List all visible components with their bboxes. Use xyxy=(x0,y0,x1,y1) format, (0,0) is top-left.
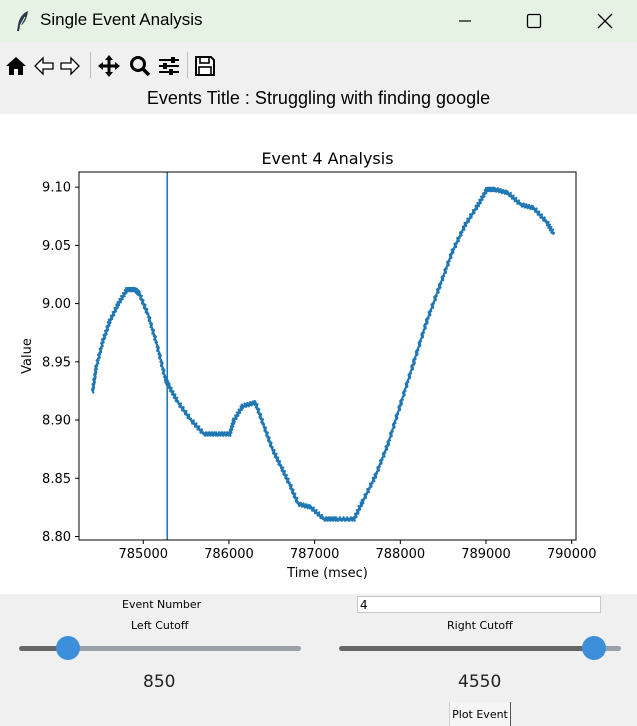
event-number-label: Event Number xyxy=(122,598,202,611)
zoom-icon[interactable] xyxy=(128,54,152,78)
figure-canvas[interactable]: Event 4 Analysis 785000 786000 787000 788000… xyxy=(0,114,637,594)
x-axis-label: Time (msec) xyxy=(286,566,368,581)
forward-arrow-icon[interactable] xyxy=(58,54,82,78)
y-tick-label: 8.80 xyxy=(42,530,71,545)
chart-title: Event 4 Analysis xyxy=(261,149,393,168)
close-button[interactable] xyxy=(582,0,628,42)
series-line xyxy=(90,186,555,522)
minimize-icon xyxy=(459,20,471,22)
x-tick-label: 789000 xyxy=(461,547,511,562)
feather-icon xyxy=(17,11,28,31)
left-cutoff-slider-track[interactable] xyxy=(68,646,301,651)
y-tick-label: 8.95 xyxy=(42,355,71,370)
window-title: Single Event Analysis xyxy=(40,10,203,29)
close-icon xyxy=(597,13,613,29)
toolbar-separator xyxy=(90,52,91,78)
minimize-button[interactable] xyxy=(442,0,488,42)
left-cutoff-value: 850 xyxy=(143,672,176,692)
y-tick-label: 9.10 xyxy=(42,181,71,196)
configure-subplots-icon[interactable] xyxy=(157,54,181,78)
y-tick-label: 8.85 xyxy=(42,472,71,487)
right-cutoff-value: 4550 xyxy=(458,672,502,692)
x-tick-label: 788000 xyxy=(376,547,426,562)
back-arrow-icon[interactable] xyxy=(32,54,56,78)
x-tick-label: 787000 xyxy=(290,547,340,562)
right-cutoff-slider-filled[interactable] xyxy=(339,646,595,651)
title-bar: Single Event Analysis xyxy=(0,0,637,42)
right-cutoff-label: Right Cutoff xyxy=(447,619,513,632)
event-number-input[interactable]: 4 xyxy=(357,596,601,613)
plot-frame xyxy=(78,171,577,541)
save-icon[interactable] xyxy=(193,54,217,78)
maximize-button[interactable] xyxy=(511,0,557,42)
right-cutoff-slider-track[interactable] xyxy=(594,646,621,651)
maximize-icon xyxy=(526,13,542,29)
toolbar-separator xyxy=(187,52,188,78)
right-cutoff-slider-thumb[interactable] xyxy=(582,636,607,660)
events-title: Events Title : Struggling with finding g… xyxy=(146,88,491,108)
controls-panel xyxy=(0,594,637,726)
y-tick-label: 9.05 xyxy=(42,239,71,254)
event-chart: Event 4 Analysis 785000 786000 787000 788000… xyxy=(20,149,597,581)
plot-event-button[interactable]: Plot Event xyxy=(449,702,511,726)
y-axis-label: Value xyxy=(20,338,35,374)
left-cutoff-slider-filled[interactable] xyxy=(19,646,69,651)
pan-icon[interactable] xyxy=(97,54,121,78)
y-tick-label: 8.90 xyxy=(42,414,71,429)
x-tick-label: 785000 xyxy=(118,547,168,562)
y-tick-label: 9.00 xyxy=(42,297,71,312)
home-icon[interactable] xyxy=(4,54,28,78)
left-cutoff-slider-thumb[interactable] xyxy=(56,636,81,660)
left-cutoff-label: Left Cutoff xyxy=(131,619,189,632)
x-tick-label: 786000 xyxy=(204,547,254,562)
x-tick-label: 790000 xyxy=(547,547,597,562)
plot-toolbar xyxy=(0,44,637,86)
